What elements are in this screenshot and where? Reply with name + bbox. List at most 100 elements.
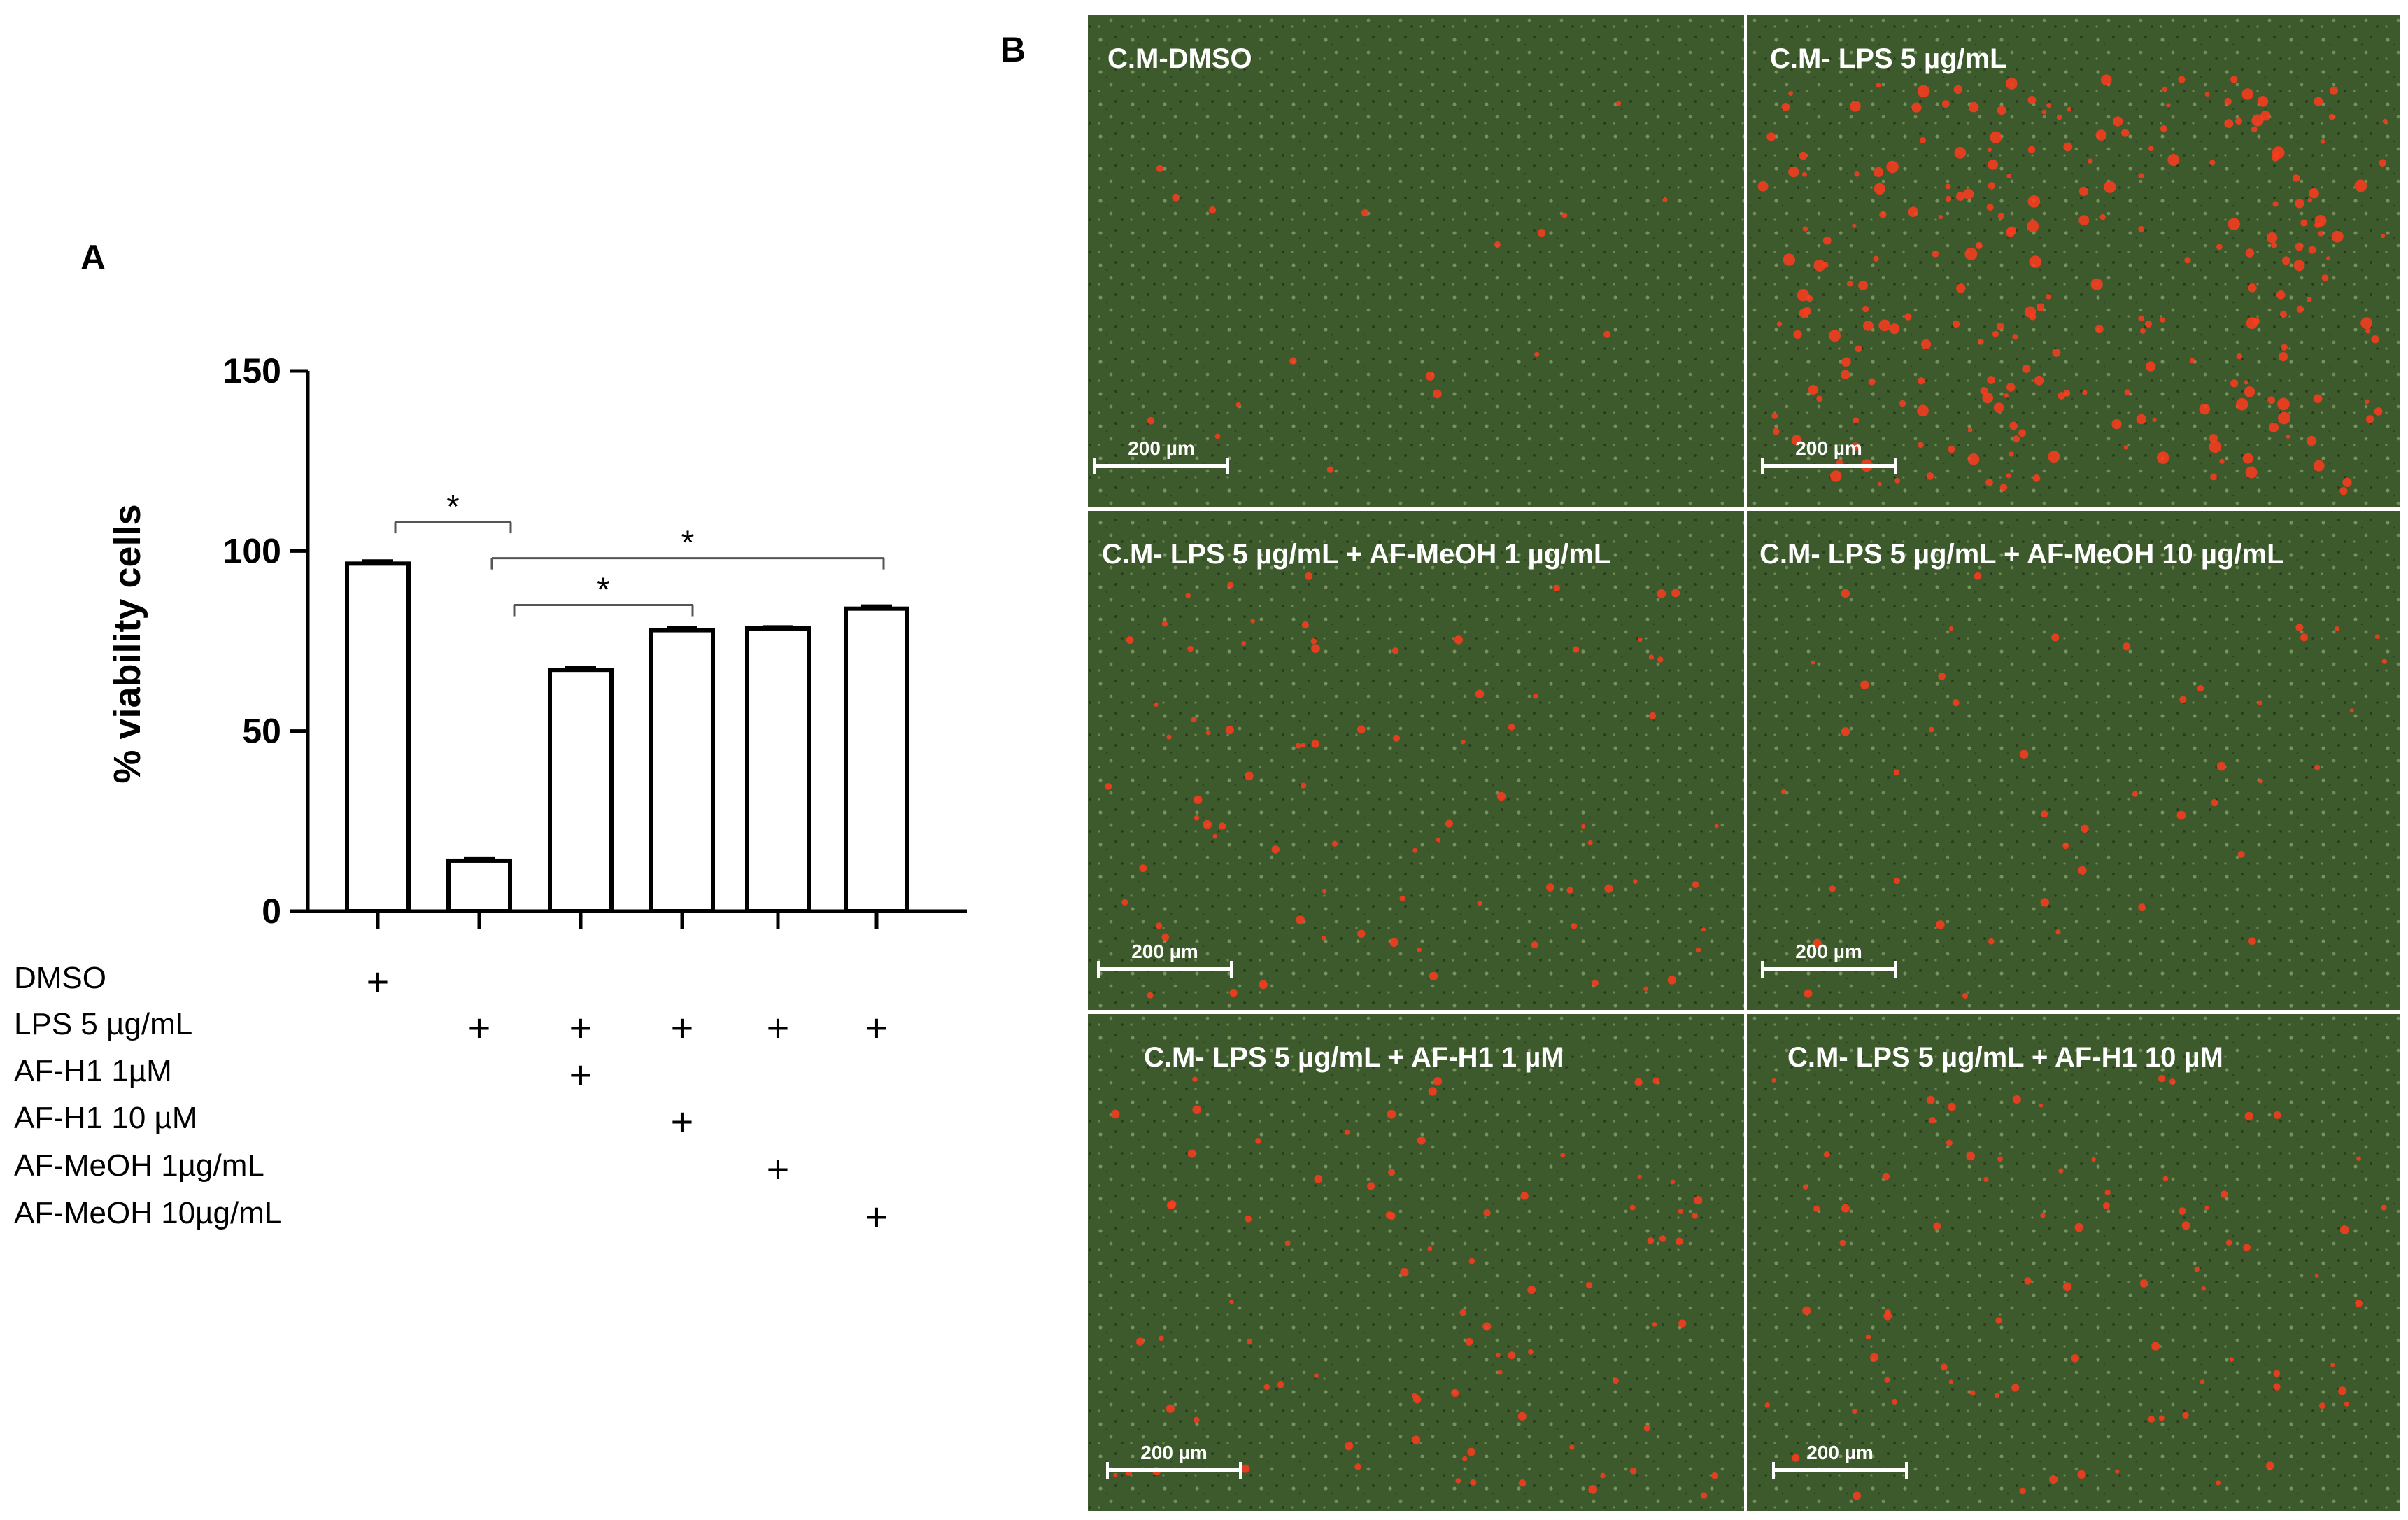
red-cell — [1225, 726, 1234, 735]
treatment-mark: + — [468, 1006, 491, 1050]
bar — [548, 668, 614, 913]
red-cell — [1841, 727, 1850, 736]
red-cell — [1894, 477, 1901, 484]
red-cell — [2220, 1190, 2228, 1198]
treatment-label: AF-MeOH 10µg/mL — [14, 1196, 281, 1230]
red-cell — [1969, 1390, 1976, 1396]
red-cell — [1967, 428, 1973, 432]
red-cell — [1840, 370, 1850, 380]
red-cell — [1389, 938, 1399, 948]
red-cell — [1904, 313, 1912, 321]
red-cell — [2019, 750, 2029, 759]
red-cell — [1344, 1130, 1350, 1135]
red-cell — [1311, 644, 1320, 653]
red-cell — [1643, 986, 1648, 992]
red-cell — [2318, 1402, 2326, 1409]
red-cell — [1948, 1379, 1953, 1384]
red-cell — [1187, 1149, 1196, 1158]
red-cell — [1545, 883, 1554, 892]
red-cell — [2216, 244, 2223, 251]
red-cell — [2330, 86, 2339, 95]
red-cell — [1445, 819, 1453, 828]
red-cell — [1193, 1416, 1200, 1423]
red-cell — [1692, 1213, 1698, 1219]
micrograph-panel — [1747, 1014, 2400, 1511]
red-cell — [2148, 1416, 2155, 1423]
red-cell — [1155, 922, 1163, 929]
treatment-label: AF-MeOH 1µg/mL — [14, 1148, 264, 1183]
red-cell — [2296, 305, 2304, 314]
red-cell — [2018, 429, 2026, 437]
red-cell — [1948, 445, 1955, 453]
red-cell — [2046, 293, 2051, 300]
red-cell — [1153, 702, 1159, 707]
red-cell — [2063, 389, 2071, 397]
red-cell — [2102, 1202, 2110, 1209]
red-cell — [2178, 76, 2186, 83]
scale-bar-label: 200 µm — [1806, 1442, 1874, 1463]
red-cell — [2248, 937, 2256, 945]
red-cell — [2082, 390, 2088, 395]
red-cell — [2166, 103, 2171, 108]
red-cell — [2036, 303, 2045, 311]
red-cell — [1841, 1204, 1850, 1213]
red-cell — [1908, 206, 1919, 218]
red-cell — [2258, 778, 2263, 784]
red-cell — [1632, 879, 1638, 884]
red-cell — [1533, 694, 1538, 699]
red-cell — [2209, 434, 2218, 443]
red-cell — [1497, 1370, 1503, 1375]
red-cell — [1412, 1435, 1421, 1444]
red-cell — [2308, 246, 2316, 254]
red-cell — [1802, 226, 1808, 232]
red-cell — [1494, 241, 1501, 248]
red-cell — [1367, 1182, 1375, 1190]
micrograph-title: C.M-DMSO — [1107, 43, 1252, 74]
bars — [345, 561, 909, 914]
red-cell — [2162, 87, 2167, 92]
micrograph-panel — [1088, 15, 1744, 507]
scale-bar-label: 200 µm — [1131, 941, 1198, 962]
red-cell — [2381, 659, 2388, 664]
red-cell — [1977, 338, 1984, 345]
red-cell — [2041, 810, 2048, 818]
red-cell — [1451, 1388, 1459, 1398]
red-cell — [1637, 1174, 1642, 1179]
red-cell — [1393, 734, 1401, 742]
red-cell — [1917, 85, 1930, 98]
red-cell — [1932, 250, 1939, 258]
red-cell — [1813, 259, 1826, 272]
red-cell — [1938, 214, 1943, 220]
bar — [649, 628, 715, 913]
red-cell — [1305, 572, 1313, 580]
red-cell — [2011, 1384, 2020, 1392]
red-cell — [1948, 626, 1954, 631]
red-cell — [1652, 1077, 1660, 1085]
red-cell — [1643, 1425, 1651, 1432]
red-cell — [2071, 1354, 2079, 1363]
red-cell — [1945, 183, 1951, 190]
red-cell — [2006, 473, 2011, 479]
red-cell — [1159, 1335, 1164, 1342]
red-cell — [2331, 230, 2344, 243]
red-cell — [1953, 85, 1963, 94]
red-cell — [2027, 96, 2037, 104]
red-cell — [1995, 1393, 1999, 1398]
red-cell — [1271, 845, 1280, 854]
red-cell — [1241, 641, 1246, 646]
red-cell — [1956, 283, 1966, 293]
scale-bar-label: 200 µm — [1140, 1442, 1207, 1463]
red-cell — [1982, 392, 1994, 404]
red-cell — [1822, 236, 1832, 245]
red-cell — [2374, 407, 2383, 416]
red-cell — [1822, 262, 1829, 268]
red-cell — [1121, 899, 1128, 906]
red-cell — [2078, 866, 2087, 875]
red-cell — [1247, 1338, 1252, 1344]
red-cell — [1214, 433, 1221, 439]
red-cell — [2148, 146, 2154, 152]
red-cell — [2237, 850, 2245, 858]
red-cell — [1301, 743, 1306, 748]
red-cell — [2209, 440, 2222, 453]
red-cell — [1314, 1174, 1323, 1183]
